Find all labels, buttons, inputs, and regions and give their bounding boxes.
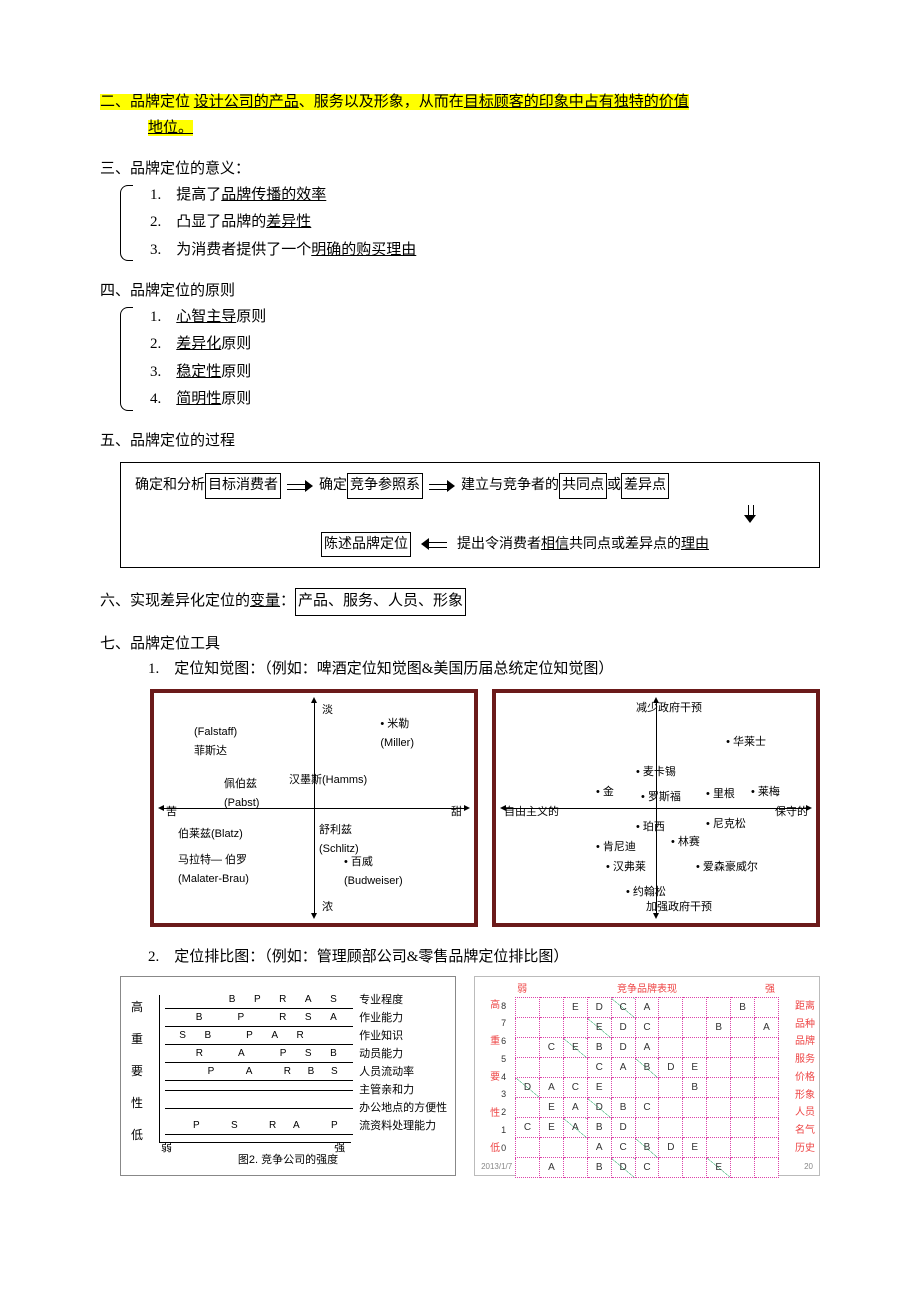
grid-area: EDCABEDCBACEBDACABDEDACEBEADBCCEABDACBDE… — [515, 997, 779, 1157]
grid-y-labels: 高 重 要 性 低 — [479, 997, 511, 1157]
section-3: 三、品牌定位的意义： 1. 提高了品牌传播的效率 2. 凸显了品牌的差异性 3.… — [100, 157, 820, 263]
rank-caption: 图2. 竞争公司的强度 — [121, 1151, 455, 1170]
rank-row: RAPSB动员能力 — [159, 1045, 447, 1063]
rank-row: PSRAP流资料处理能力 — [159, 1117, 447, 1135]
sec3-list: 1. 提高了品牌传播的效率 2. 凸显了品牌的差异性 3. 为消费者提供了一个明… — [100, 183, 820, 264]
flow-diagram: 确定和分析目标消费者 确定竞争参照系 建立与竞争者的共同点或差异点 陈述品牌定位… — [120, 462, 820, 568]
rank-row: SBPAR作业知识 — [159, 1027, 447, 1045]
sec3-item2: 2. 凸显了品牌的差异性 — [150, 210, 820, 236]
sec4-list: 1. 心智主导原则 2. 差异化原则 3. 稳定性原则 4. 简明性原则 — [100, 305, 820, 413]
section-6: 六、实现差异化定位的变量：产品、服务、人员、形象 — [100, 588, 820, 616]
section-4: 四、品牌定位的原则 1. 心智主导原则 2. 差异化原则 3. 稳定性原则 4.… — [100, 279, 820, 413]
sec4-title: 四、品牌定位的原则 — [100, 279, 820, 305]
section-2: 二、品牌定位 设计公司的产品、服务以及形象，从而在目标顾客的印象中占有独特的价值… — [100, 90, 820, 141]
section-7: 七、品牌定位工具 1. 定位知觉图：（例如：啤酒定位知觉图&美国历届总统定位知觉… — [100, 632, 820, 1177]
rank-row: 主管亲和力 — [159, 1081, 447, 1099]
sec5-title: 五、品牌定位的过程 — [100, 429, 820, 455]
flow-step2: 竞争参照系 — [347, 473, 423, 499]
rank-row: 办公地点的方便性 — [159, 1099, 447, 1117]
flow-step3b: 差异点 — [621, 473, 669, 499]
sec7-item2: 2. 定位排比图：（例如：管理顾部公司&零售品牌定位排比图） — [100, 945, 820, 971]
sec3-item3: 3. 为消费者提供了一个明确的购买理由 — [150, 238, 820, 264]
sec4-item4: 4. 简明性原则 — [150, 387, 820, 413]
section-5: 五、品牌定位的过程 确定和分析目标消费者 确定竞争参照系 建立与竞争者的共同点或… — [100, 429, 820, 569]
sec3-title: 三、品牌定位的意义： — [100, 157, 820, 183]
perceptual-maps: 淡 浓 苦 甜 (Falstaff)菲斯达 • 米勒(Miller) 佩伯兹(P… — [150, 689, 820, 927]
sec7-item1: 1. 定位知觉图：（例如：啤酒定位知觉图&美国历届总统定位知觉图） — [100, 657, 820, 683]
sec4-item1: 1. 心智主导原则 — [150, 305, 820, 331]
horizontal-axis-icon — [164, 808, 464, 809]
flow-step5: 陈述品牌定位 — [321, 532, 411, 558]
rank-row: BPRSA作业能力 — [159, 1009, 447, 1027]
flow-step1: 目标消费者 — [205, 473, 281, 499]
rank-y-labels: 高 重 要 性 低 — [131, 997, 143, 1145]
sec2-t3: 目标顾客的印象中占有独特的价值 — [464, 94, 689, 110]
flow-row2: 陈述品牌定位 提出令消费者相信共同点或差异点的理由 — [135, 532, 805, 558]
beer-perceptual-map: 淡 浓 苦 甜 (Falstaff)菲斯达 • 米勒(Miller) 佩伯兹(P… — [150, 689, 478, 927]
sec2-prefix: 二、品牌定位 — [100, 94, 194, 110]
rank-row: BPRAS专业程度 — [159, 991, 447, 1009]
rank-charts: 高 重 要 性 低 BPRAS专业程度BPRSA作业能力SBPAR作业知识RAP… — [120, 976, 820, 1176]
president-perceptual-map: 减少政府干预 加强政府干预 自由主义的 保守的 华莱士 麦卡锡 金 罗斯福 里根… — [492, 689, 820, 927]
brace-icon — [120, 307, 133, 411]
flow-arrow-down — [135, 505, 805, 532]
sec2-t2: 、服务以及形象，从而在 — [299, 94, 464, 110]
grid-r-labels: 距离品种品牌服务价格形象人员名气历史 — [795, 997, 815, 1157]
flow-step3a: 共同点 — [559, 473, 607, 499]
brace-icon — [120, 185, 133, 262]
grid-y-nums: 876543210 — [501, 997, 506, 1157]
sec4-item3: 3. 稳定性原则 — [150, 360, 820, 386]
flow-row1: 确定和分析目标消费者 确定竞争参照系 建立与竞争者的共同点或差异点 — [135, 473, 805, 499]
y-axis-icon — [159, 995, 160, 1143]
sec4-item2: 2. 差异化原则 — [150, 332, 820, 358]
arrow-right-icon — [429, 481, 455, 491]
sec2-line1: 二、品牌定位 设计公司的产品、服务以及形象，从而在目标顾客的印象中占有独特的价值 — [100, 94, 689, 110]
rank-row: PARBS人员流动率 — [159, 1063, 447, 1081]
grid-footer: 2013/1/7 20 — [481, 1160, 813, 1174]
rank-chart-left: 高 重 要 性 低 BPRAS专业程度BPRSA作业能力SBPAR作业知识RAP… — [120, 976, 456, 1176]
grid-table: EDCABEDCBACEBDACABDEDACEBEADBCCEABDACBDE… — [515, 997, 779, 1178]
variables-box: 产品、服务、人员、形象 — [295, 588, 466, 616]
grid-chart-right: 弱 竞争品牌表现 强 高 重 要 性 低 876543210 EDCABEDCB… — [474, 976, 820, 1176]
rank-rows: BPRAS专业程度BPRSA作业能力SBPAR作业知识RAPSB动员能力PARB… — [159, 991, 447, 1135]
arrow-down-icon — [745, 505, 755, 523]
sec3-item1: 1. 提高了品牌传播的效率 — [150, 183, 820, 209]
arrow-left-icon — [421, 539, 447, 549]
sec2-t1: 设计公司的产品 — [194, 94, 299, 110]
arrow-right-icon — [287, 481, 313, 491]
sec2-t4: 地位。 — [148, 120, 193, 136]
sec7-title: 七、品牌定位工具 — [100, 632, 820, 658]
